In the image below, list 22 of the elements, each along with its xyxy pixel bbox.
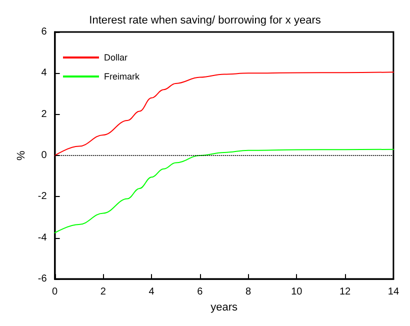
line-series <box>54 148 394 234</box>
x-tick-label: 8 <box>246 286 252 298</box>
x-tick-label: 2 <box>100 286 106 298</box>
x-tick-label: 4 <box>148 286 155 298</box>
line-series <box>54 72 394 156</box>
y-tick-label: 4 <box>41 68 48 79</box>
y-tick-label: 6 <box>41 26 48 38</box>
y-tick-label: 2 <box>41 108 48 120</box>
x-tick-label: 14 <box>388 286 400 298</box>
y-tick-label: -4 <box>38 232 48 244</box>
y-tick-label: 0 <box>41 150 48 162</box>
y-tick-label: -6 <box>38 274 48 285</box>
y-axis-title: % <box>16 150 28 160</box>
legend-label: Freimark <box>104 72 140 82</box>
y-tick-label: -2 <box>38 191 48 202</box>
x-tick-label: 12 <box>340 286 352 298</box>
legend-label: Dollar <box>104 52 128 62</box>
x-tick-label: 10 <box>291 286 303 298</box>
x-tick-label: 0 <box>52 286 58 298</box>
x-tick-label: 6 <box>197 286 204 298</box>
x-axis-title: years <box>210 302 238 314</box>
chart-title: Interest rate when saving/ borrowing for x years <box>89 14 322 26</box>
